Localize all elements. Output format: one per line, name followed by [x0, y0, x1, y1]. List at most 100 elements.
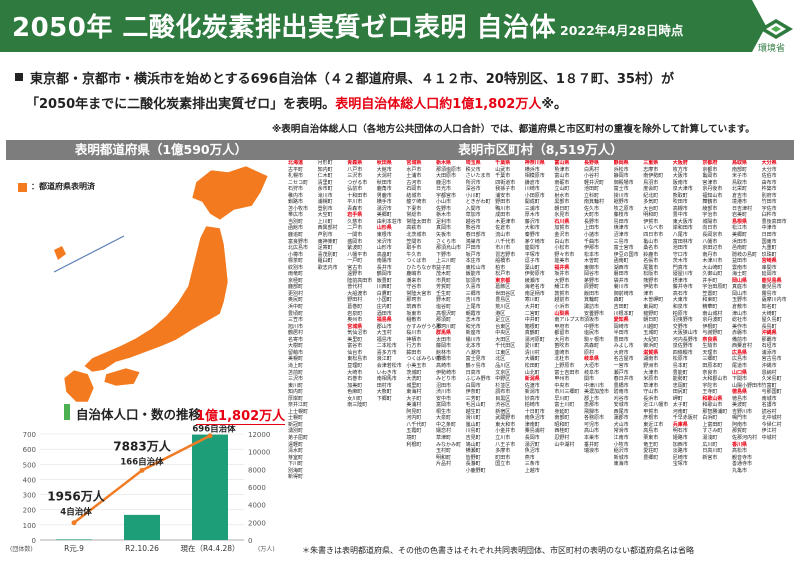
municipality-name: 河内町 — [406, 415, 422, 422]
municipality-name: 高石市 — [672, 290, 688, 297]
municipality-name: 佐久市 — [584, 205, 600, 212]
municipality-name: 大崎市 — [347, 369, 363, 376]
municipality-name: 辰野町 — [584, 284, 600, 291]
municipality-name: 島根県 — [732, 218, 748, 225]
municipality-name: 浦添市 — [761, 349, 777, 356]
municipality-column: 千葉県 山武市 千葉市 四街道市 我孫子市 浦安市 野田市 鴨川市 成田市 木更津市 佐倉市 流山市八… — [495, 160, 531, 468]
municipality-name: 苫前町 — [288, 369, 304, 376]
municipality-name: 平塚市 — [524, 251, 540, 258]
municipality-name: 美郷町 — [732, 232, 748, 239]
municipality-name: 岸和田市 — [672, 225, 693, 232]
municipality-name: 恵那市 — [584, 402, 600, 409]
municipality-name: 中央区 — [495, 330, 511, 337]
municipality-name: 坂井市 — [554, 271, 570, 278]
municipality-name: 京極町 — [288, 277, 304, 284]
municipality-name: 豊能町 — [672, 369, 688, 376]
municipality-name: 北杜市 — [554, 356, 570, 363]
municipality-name: 和束町 — [702, 297, 718, 304]
municipality-name: 古平町 — [288, 166, 304, 173]
municipality-name: 嵐山町 — [465, 421, 481, 428]
municipality-name: 精華町 — [702, 304, 718, 311]
left-section-header: 表明都道府県（1億590万人） — [74, 142, 248, 157]
municipality-name: 取手市 — [406, 245, 422, 252]
municipality-name: 小樽市 — [288, 251, 304, 258]
municipality-name: 能勢町 — [672, 376, 688, 383]
municipality-name: 下関市 — [732, 376, 748, 383]
municipality-name: 八幡市 — [702, 238, 718, 245]
municipality-name: 富士宮市 — [613, 245, 634, 252]
municipality-name: 総社市 — [732, 317, 748, 324]
municipality-name: 喜多方市 — [376, 349, 397, 356]
municipality-name: 松原市 — [672, 356, 688, 363]
municipality-name: 伊賀市 — [643, 218, 659, 225]
municipality-name: 四街道市 — [495, 179, 516, 186]
municipality-name: 大船渡市 — [347, 290, 368, 297]
municipality-name: 松本市 — [584, 251, 600, 258]
municipality-name: 湖西市 — [613, 264, 629, 271]
municipality-name: 原村 — [584, 349, 595, 356]
municipality-name: 長野市 — [584, 218, 600, 225]
municipality-name: 小川町 — [465, 192, 481, 199]
municipality-name: 神奈川県 — [524, 160, 545, 166]
municipality-name: 菊川市 — [613, 284, 629, 291]
municipality-name: 習志野市 — [495, 251, 516, 258]
municipality-name: 和歌山市 — [702, 402, 723, 409]
municipality-name: 姫路市 — [672, 434, 688, 441]
municipality-name: ときがわ町 — [465, 199, 491, 206]
municipality-name: 広島県 — [732, 349, 748, 356]
municipality-name: 小谷村 — [584, 173, 600, 180]
municipality-name: 由利本荘市 — [376, 218, 402, 225]
municipality-name: 京田辺市 — [702, 245, 723, 252]
municipality-column: 北海道 古平町 札幌市 ニセコ町 石狩市 稚内市 釧路市 苫小牧市 帯広市 当別町 函館市 鹿追町 富良… — [288, 160, 324, 481]
municipality-name: 那賀町 — [732, 428, 748, 435]
municipality-name: 久御山町 — [702, 271, 723, 278]
municipality-name: 笠置町 — [702, 290, 718, 297]
municipality-name: 大館市 — [376, 166, 392, 173]
municipality-name: 会津若松市 — [376, 362, 402, 369]
municipality-name: 西粟倉村 — [732, 343, 753, 350]
municipality-name: 喜茂別町 — [317, 251, 338, 258]
municipality-name: 浜松市 — [613, 166, 629, 173]
municipality-name: 鯖江市 — [554, 284, 570, 291]
municipality-name: 小国町 — [376, 297, 392, 304]
right-tick-label: 4000 — [248, 502, 266, 510]
municipality-name: 飛騨市 — [584, 408, 600, 415]
municipality-name: 常滑市 — [613, 428, 629, 435]
municipality-name: 益子町 — [436, 264, 452, 271]
municipality-name: 大泉町 — [436, 415, 452, 422]
municipality-name: 八尾市 — [672, 232, 688, 239]
municipality-name: 塩尻市 — [584, 330, 600, 337]
municipality-name: 本巣市 — [584, 434, 600, 441]
municipality-name: 東海市 — [613, 461, 629, 468]
municipality-name: 丸亀市 — [732, 467, 748, 474]
municipality-name: 龍ケ崎市 — [406, 199, 427, 206]
municipality-name: 甲賀市 — [643, 408, 659, 415]
municipality-name: 常陸太田市 — [406, 218, 432, 225]
municipality-name: 木更津市 — [495, 218, 516, 225]
municipality-name: 松阪市 — [643, 271, 659, 278]
municipality-name: 世田谷区 — [495, 290, 516, 297]
municipality-name: 朝日町 — [643, 317, 659, 324]
municipality-name: 石狩市 — [288, 186, 304, 193]
municipality-name: 奥州市 — [347, 317, 363, 324]
municipality-name: 浦幌町 — [317, 199, 333, 206]
municipality-name: 山梨県 — [554, 310, 570, 317]
municipality-name: 忍野村 — [554, 434, 570, 441]
municipality-column: 埼玉県 秩父市 さいたま市 所沢市 深谷市 小川町 ときがわ町 入間市 草加市 越谷市 熊谷市 春日部… — [466, 160, 502, 474]
municipality-name: 白鷹町 — [376, 290, 392, 297]
right-tick-label: 10000 — [248, 449, 270, 457]
municipality-name: 多摩市 — [495, 448, 511, 455]
municipality-name: 佐倉市 — [495, 225, 511, 232]
annotation-pop: 7883万人 — [113, 438, 171, 453]
municipality-name: 中野区 — [495, 376, 511, 383]
municipality-name: 安曇野市 — [584, 310, 605, 317]
municipality-name: 四條畷市 — [672, 349, 693, 356]
municipality-name: 大和郡山市 — [702, 376, 728, 383]
municipality-name: 新宿区 — [495, 408, 511, 415]
municipality-name: 上三川町 — [436, 258, 457, 265]
municipality-name: 東大阪市 — [672, 218, 693, 225]
municipality-name: 岡山市 — [732, 290, 748, 297]
municipality-name: 清里町 — [317, 179, 333, 186]
municipality-name: 西桂町 — [554, 428, 570, 435]
municipality-name: 都留市 — [554, 330, 570, 337]
